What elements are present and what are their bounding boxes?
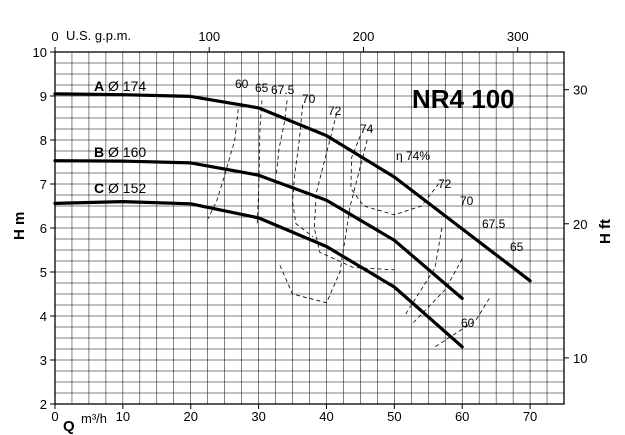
efficiency-label: 72 (328, 104, 342, 118)
y-tick-label: 8 (40, 133, 47, 148)
efficiency-contour (207, 109, 239, 220)
pump-curves: A Ø 174 B Ø 160 C Ø 152 (53, 78, 532, 349)
efficiency-contour (434, 298, 490, 348)
efficiency-contour (278, 139, 368, 304)
x-top-axis-title: U.S. g.p.m. (66, 28, 131, 43)
x-top-tick-label: 0 (51, 29, 58, 44)
grid (54, 51, 565, 405)
y-right-axis-title: H ft (597, 219, 614, 244)
pump-curve-A (53, 92, 532, 283)
curve-letter: A (94, 78, 104, 94)
x-axis-unit: m³/h (81, 411, 107, 426)
chart-title: NR4 100 (412, 84, 515, 114)
efficiency-label: 72 (438, 177, 452, 191)
efficiency-label: η 74% (396, 149, 430, 163)
y-tick-label: 3 (40, 353, 47, 368)
pump-curve-C (53, 200, 464, 349)
efficiency-label: 70 (302, 92, 316, 106)
efficiency-label: 67.5 (271, 83, 295, 97)
y-tick-label: 5 (40, 265, 47, 280)
curve-label-B: B Ø 160 (94, 144, 146, 160)
x-top-tick-label: 200 (353, 29, 375, 44)
efficiency-contour (411, 258, 463, 326)
efficiency-label: 60 (235, 77, 249, 91)
x-tick-label: 20 (183, 409, 197, 424)
efficiency-label: 67.5 (482, 217, 506, 231)
efficiency-contour (275, 100, 288, 176)
y-tick-label: 10 (33, 45, 47, 60)
y-right-tick-label: 20 (573, 217, 587, 232)
x-top-tick-label: 300 (507, 29, 529, 44)
efficiency-label: 65 (510, 240, 524, 254)
efficiency-contour (256, 100, 263, 224)
x-tick-label: 40 (319, 409, 333, 424)
y-right-tick-label: 10 (573, 351, 587, 366)
curve-letter: B (94, 144, 104, 160)
x-tick-label: 70 (523, 409, 537, 424)
y-tick-label: 7 (40, 177, 47, 192)
y-right-tick-label: 30 (573, 83, 587, 98)
x-axis-symbol: Q (63, 418, 75, 435)
curve-diameter: Ø 160 (104, 144, 146, 160)
y-tick-label: 2 (40, 397, 47, 412)
x-tick-label: 50 (387, 409, 401, 424)
x-tick-label: 30 (251, 409, 265, 424)
curve-label-C: C Ø 152 (94, 180, 146, 196)
x-tick-label: 10 (116, 409, 130, 424)
y-tick-label: 4 (40, 309, 47, 324)
y-axis-title: H m (11, 212, 28, 240)
x-tick-label: 0 (51, 409, 58, 424)
curve-diameter: Ø 152 (104, 180, 146, 196)
efficiency-label: 74 (360, 122, 374, 136)
pump-curve-B (53, 159, 464, 300)
y-tick-label: 9 (40, 89, 47, 104)
curve-diameter: Ø 174 (104, 78, 146, 94)
efficiency-label: 70 (460, 194, 474, 208)
efficiency-label: 60 (461, 316, 475, 330)
y-tick-label: 6 (40, 221, 47, 236)
curve-label-A: A Ø 174 (94, 78, 146, 94)
x-top-tick-label: 100 (198, 29, 220, 44)
efficiency-label: 65 (255, 81, 269, 95)
curve-letter: C (94, 180, 104, 196)
efficiency-contour (350, 135, 443, 216)
plot-frame (54, 51, 565, 405)
efficiency-contour (404, 227, 443, 317)
x-tick-label: 60 (455, 409, 469, 424)
